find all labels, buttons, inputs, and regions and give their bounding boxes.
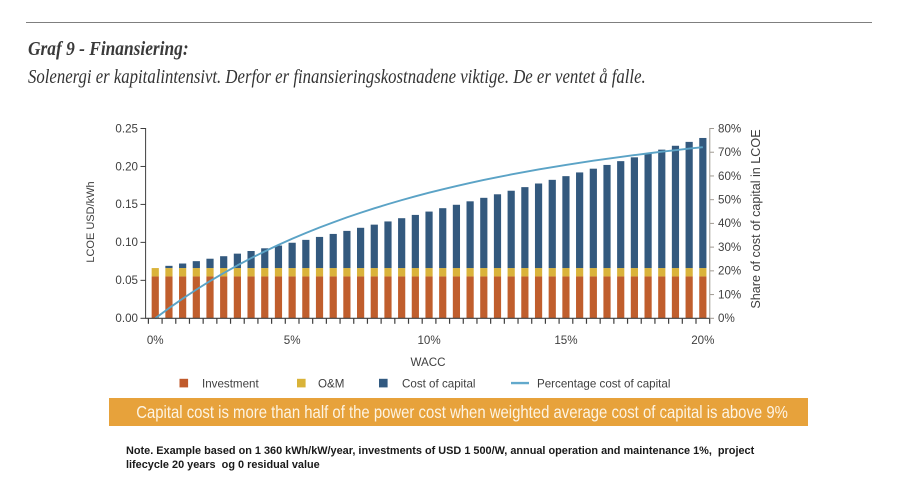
svg-text:50%: 50%: [718, 193, 741, 206]
svg-text:20%: 20%: [691, 334, 714, 347]
svg-text:O&M: O&M: [318, 377, 344, 390]
svg-text:0.20: 0.20: [115, 160, 138, 173]
svg-text:WACC: WACC: [411, 356, 446, 369]
svg-text:10%: 10%: [417, 334, 440, 347]
svg-text:20%: 20%: [718, 265, 741, 278]
svg-text:10%: 10%: [718, 288, 741, 301]
svg-text:Investment: Investment: [202, 377, 259, 390]
svg-text:0%: 0%: [147, 334, 164, 347]
svg-text:Percentage cost of capital: Percentage cost of capital: [537, 377, 670, 390]
svg-text:0.10: 0.10: [115, 236, 138, 249]
svg-text:40%: 40%: [718, 217, 741, 230]
svg-text:15%: 15%: [554, 334, 577, 347]
svg-text:5%: 5%: [284, 334, 301, 347]
svg-text:0.05: 0.05: [115, 274, 138, 287]
svg-text:Cost of capital: Cost of capital: [402, 377, 475, 390]
svg-text:0.25: 0.25: [115, 122, 138, 135]
svg-text:30%: 30%: [718, 241, 741, 254]
svg-text:Share of cost of capital in LC: Share of cost of capital in LCOE: [749, 129, 763, 308]
svg-text:0%: 0%: [718, 312, 735, 325]
svg-text:0.15: 0.15: [115, 198, 138, 211]
svg-text:60%: 60%: [718, 170, 741, 183]
svg-text:80%: 80%: [718, 122, 741, 135]
svg-text:0.00: 0.00: [115, 312, 138, 325]
svg-text:70%: 70%: [718, 146, 741, 159]
svg-text:LCOE USD/kWh: LCOE USD/kWh: [85, 181, 97, 262]
